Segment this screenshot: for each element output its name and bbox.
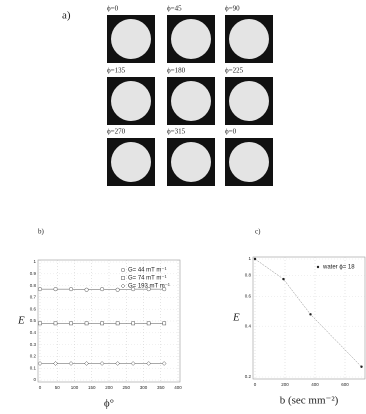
marker <box>85 361 89 365</box>
y-tick-label: 0.6 <box>30 306 37 311</box>
phantom <box>229 19 269 59</box>
phantom <box>229 81 269 121</box>
marker <box>38 287 42 291</box>
y-axis-label: E <box>232 312 240 324</box>
phantom <box>171 142 211 182</box>
marker <box>254 258 256 260</box>
y-tick-label: 0.3 <box>30 342 37 347</box>
trend-line <box>255 259 362 367</box>
y-tick-label: 1 <box>33 259 36 264</box>
legend-label: water ϕ= 18 <box>322 265 355 271</box>
x-tick-label: 100 <box>71 385 79 390</box>
marker <box>147 361 151 365</box>
x-tick-label: 400 <box>311 382 319 387</box>
y-tick-label: 0.2 <box>30 354 37 359</box>
marker <box>100 361 104 365</box>
y-tick-label: 0.8 <box>30 283 37 288</box>
legend-label: G= 74 mT m⁻¹ <box>128 276 167 282</box>
phantom <box>229 142 269 182</box>
y-tick-label: 1 <box>248 256 251 261</box>
y-tick-label: 0.5 <box>30 318 37 323</box>
image-label: ϕ=315 <box>167 128 186 136</box>
marker <box>116 361 120 365</box>
y-tick-label: 0.2 <box>245 374 252 379</box>
marker <box>38 322 41 325</box>
marker <box>69 322 72 325</box>
panel-label: c) <box>255 228 261 236</box>
legend-marker <box>121 284 125 288</box>
image-label: ϕ=270 <box>107 128 126 136</box>
legend-marker <box>317 266 319 268</box>
y-axis-label: E <box>17 315 25 327</box>
y-tick-label: 0.9 <box>30 271 37 276</box>
marker <box>101 322 104 325</box>
marker <box>116 288 120 292</box>
y-tick-label: 0.4 <box>30 330 37 335</box>
marker <box>85 322 88 325</box>
x-tick-label: 50 <box>55 385 61 390</box>
phantom <box>111 19 151 59</box>
figure: a) ϕ=0 ϕ=45 ϕ=90 ϕ=135 ϕ=180 ϕ=225 ϕ=270 ϕ=315 ϕ… <box>0 0 366 414</box>
marker <box>38 361 42 365</box>
marker <box>54 287 58 291</box>
phantom <box>111 81 151 121</box>
image-label: ϕ=0 <box>107 5 119 13</box>
legend-label: G= 44 mT m⁻¹ <box>128 268 167 274</box>
marker <box>147 322 150 325</box>
legend-marker <box>121 268 125 272</box>
y-tick-label: 0.8 <box>245 273 252 278</box>
x-tick-label: 250 <box>122 385 130 390</box>
legend-marker <box>121 276 124 279</box>
marker <box>54 361 58 365</box>
x-tick-label: 200 <box>105 385 113 390</box>
phantom <box>111 142 151 182</box>
marker <box>100 287 104 291</box>
marker <box>163 322 166 325</box>
x-tick-label: 400 <box>174 385 182 390</box>
marker <box>131 361 135 365</box>
marker <box>162 361 166 365</box>
x-axis-label: b (sec mm⁻²) <box>280 395 339 407</box>
panel-label: b) <box>38 228 45 236</box>
image-label: ϕ=225 <box>225 67 244 75</box>
image-label: ϕ=0 <box>225 128 237 136</box>
x-tick-label: 350 <box>157 385 165 390</box>
marker <box>116 322 119 325</box>
x-tick-label: 0 <box>39 385 42 390</box>
y-tick-label: 0 <box>33 377 36 382</box>
marker <box>309 313 311 315</box>
panel-label: a) <box>62 10 71 22</box>
phantom <box>171 19 211 59</box>
marker <box>132 322 135 325</box>
marker <box>360 366 362 368</box>
y-tick-label: 0.7 <box>30 295 37 300</box>
image-label: ϕ=180 <box>167 67 186 75</box>
x-tick-label: 300 <box>140 385 148 390</box>
x-axis-label: ϕ° <box>104 398 114 410</box>
plot-frame <box>253 257 365 379</box>
image-label: ϕ=90 <box>225 5 240 13</box>
x-tick-label: 200 <box>281 382 289 387</box>
marker <box>69 287 73 291</box>
x-tick-label: 600 <box>341 382 349 387</box>
image-label: ϕ=135 <box>107 67 126 75</box>
marker <box>282 278 284 280</box>
y-tick-label: 0.1 <box>30 365 37 370</box>
marker <box>69 361 73 365</box>
x-tick-label: 0 <box>254 382 257 387</box>
phantom <box>171 81 211 121</box>
image-label: ϕ=45 <box>167 5 182 13</box>
marker <box>85 288 89 292</box>
legend-label: G= 193 mT m⁻¹ <box>128 284 170 290</box>
x-tick-label: 150 <box>88 385 96 390</box>
y-tick-label: 0.4 <box>245 323 252 328</box>
y-tick-label: 0.6 <box>245 294 252 299</box>
marker <box>54 322 57 325</box>
